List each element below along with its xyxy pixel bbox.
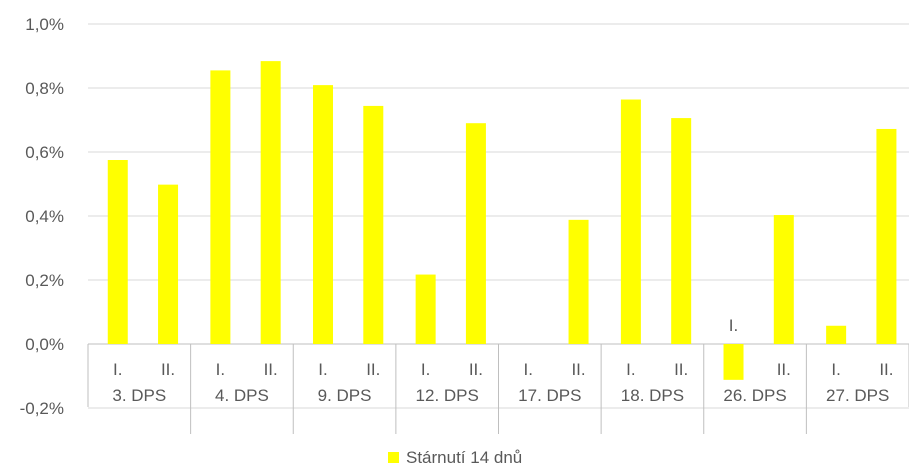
x-sub-label: II. (469, 360, 483, 379)
x-sub-label: II. (571, 360, 585, 379)
x-group-label: 18. DPS (621, 386, 684, 405)
x-sub-label: II. (161, 360, 175, 379)
bar (723, 344, 744, 380)
x-sub-label: I. (831, 360, 840, 379)
bar (313, 85, 334, 345)
x-sub-label: II. (777, 360, 791, 379)
bar (876, 128, 897, 344)
bar (620, 99, 641, 345)
x-sub-label: I. (216, 360, 225, 379)
x-group-label: 3. DPS (112, 386, 166, 405)
x-sub-label: I. (318, 360, 327, 379)
x-sub-label: I. (113, 360, 122, 379)
legend: Stárnutí 14 dnů (388, 448, 522, 467)
x-group-label: 12. DPS (416, 386, 479, 405)
x-sub-label: II. (674, 360, 688, 379)
y-tick-label: 0,8% (25, 79, 64, 98)
bar (210, 70, 231, 345)
bar (671, 118, 692, 344)
x-sub-label: II. (264, 360, 278, 379)
bar (107, 160, 128, 344)
bar (415, 274, 436, 344)
legend-label: Stárnutí 14 dnů (406, 448, 522, 467)
x-group-label: 4. DPS (215, 386, 269, 405)
x-sub-label: II. (366, 360, 380, 379)
y-tick-label: -0,2% (20, 399, 64, 418)
x-group-label: 17. DPS (518, 386, 581, 405)
bars (107, 61, 897, 380)
y-tick-label: 0,2% (25, 271, 64, 290)
legend-swatch (388, 452, 399, 463)
bar (260, 61, 281, 345)
x-sub-label: I. (524, 360, 533, 379)
y-axis-tick-labels: -0,2% 0,0% 0,2% 0,4% 0,6% 0,8% 1,0% (20, 15, 64, 418)
x-sub-label: I. (626, 360, 635, 379)
bar (158, 184, 179, 344)
bar (773, 215, 794, 344)
x-sub-label: II. (879, 360, 893, 379)
y-tick-label: 1,0% (25, 15, 64, 34)
bar (826, 325, 847, 344)
bar (363, 105, 384, 344)
x-sub-label: I. (421, 360, 430, 379)
x-group-label: 9. DPS (318, 386, 372, 405)
bar (568, 219, 589, 344)
y-tick-label: 0,0% (25, 335, 64, 354)
x-group-label: 27. DPS (826, 386, 889, 405)
y-tick-label: 0,4% (25, 207, 64, 226)
x-axis-labels: I. II. 3. DPS I. II. 4. DPS I. II. 9. DPS I. II. 12… (87, 316, 909, 434)
x-sub-label: I. (729, 316, 738, 335)
x-group-label: 26. DPS (723, 386, 786, 405)
y-tick-label: 0,6% (25, 143, 64, 162)
bar (465, 123, 486, 344)
